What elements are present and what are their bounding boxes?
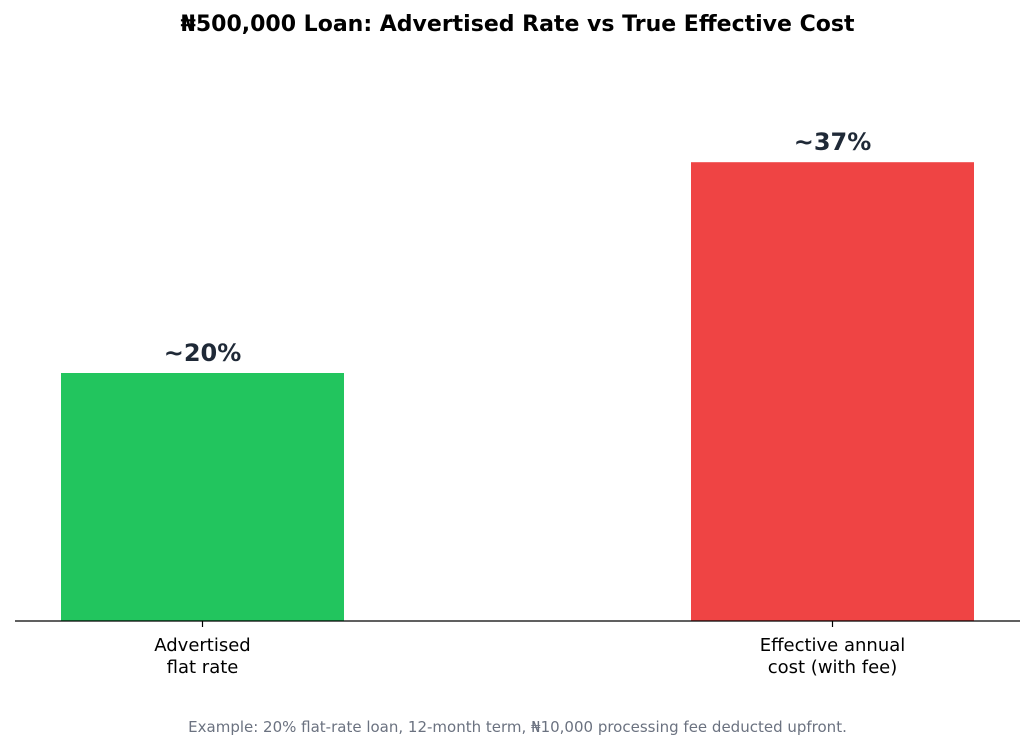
bar-2 (691, 162, 974, 621)
x-tick-label-1: Advertised flat rate (154, 635, 251, 678)
x-tick-label-2: Effective annual cost (with fee) (760, 635, 906, 678)
bar-1 (61, 373, 344, 621)
chart-title: ₦500,000 Loan: Advertised Rate vs True E… (180, 12, 855, 37)
data-label-1: ~20% (164, 339, 242, 367)
data-label-2: ~37% (794, 128, 872, 156)
chart-footnote: Example: 20% flat-rate loan, 12-month te… (188, 718, 847, 736)
